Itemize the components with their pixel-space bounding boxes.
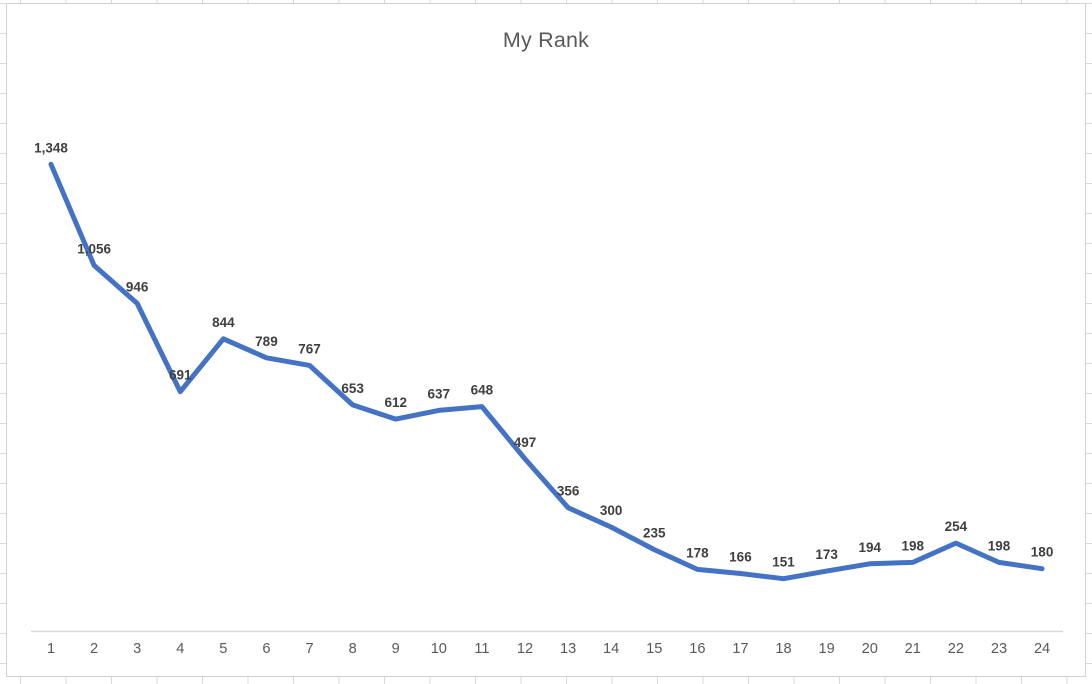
data-label: 300 [600,503,623,518]
data-label: 178 [686,545,709,560]
data-label: 497 [514,435,537,450]
chart-object[interactable]: My Rank 1 2 3 4 5 6 7 8 9 10 11 12 13 14 15 16 17 18 19 20 2… [6,3,1086,677]
x-axis-tick-label: 21 [905,641,921,657]
x-axis-tick-label: 3 [133,641,141,657]
x-axis-tick-label: 8 [349,641,357,657]
x-axis-tick-label: 1 [47,641,55,657]
data-label: 198 [988,538,1011,553]
data-label: 198 [902,538,925,553]
data-label: 194 [858,540,881,555]
data-label: 151 [772,555,795,570]
data-label: 1,056 [77,241,111,256]
x-axis-tick-label: 5 [219,641,227,657]
data-label: 789 [255,334,278,349]
x-axis-tick-label: 22 [948,641,964,657]
x-axis-tick-label: 19 [819,641,835,657]
x-axis-tick-label: 23 [991,641,1007,657]
data-label: 235 [643,526,666,541]
x-axis-tick-label: 6 [262,641,270,657]
x-axis-tick-label: 20 [862,641,878,657]
line-chart-plot-area: 1 2 3 4 5 6 7 8 9 10 11 12 13 14 15 16 17 18 19 20 21 22 23 241… [31,140,1064,657]
x-axis-tick-label: 2 [90,641,98,657]
data-label: 612 [384,395,407,410]
x-axis-tick-label: 11 [474,641,489,657]
data-label: 946 [126,279,149,294]
data-label: 691 [169,368,192,383]
x-axis-tick-label: 7 [305,641,313,657]
x-axis-tick-label: 18 [775,641,791,657]
data-label: 166 [729,550,752,565]
data-label: 844 [212,315,235,330]
x-axis-tick-label: 12 [517,641,533,657]
data-label: 356 [557,484,580,499]
x-axis-tick-label: 13 [560,641,576,657]
data-label: 767 [298,341,321,356]
chart-title: My Rank [502,28,590,52]
data-label: 180 [1031,545,1054,560]
data-label: 1,348 [34,140,68,155]
data-label: 653 [341,381,364,396]
rank-series-line [48,161,1045,582]
data-label: 648 [471,383,494,398]
data-label: 173 [815,547,838,562]
x-axis-tick-label: 9 [392,641,400,657]
x-axis-tick-label: 24 [1034,641,1050,657]
data-label: 254 [945,519,968,534]
x-axis-tick-label: 4 [176,641,184,657]
x-axis-tick-label: 10 [431,641,447,657]
x-axis-tick-label: 14 [603,641,619,657]
x-axis-tick-label: 16 [689,641,705,657]
x-axis-tick-label: 15 [646,641,662,657]
data-label: 637 [428,386,451,401]
x-axis-tick-label: 17 [732,641,748,657]
